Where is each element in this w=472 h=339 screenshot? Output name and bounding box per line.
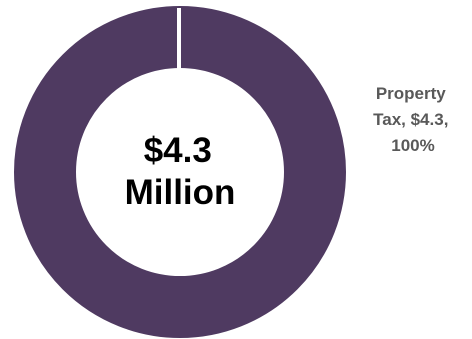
slice-label-line-2: Tax, $4.3, <box>373 110 448 129</box>
center-value: $4.3 <box>144 131 212 170</box>
slice-label-line-3: 100% <box>391 136 434 155</box>
slice-label-line-1: Property <box>376 84 446 103</box>
donut-slice-property-tax <box>45 37 315 307</box>
center-unit: Million <box>125 173 236 212</box>
center-label: $4.3 Million <box>125 131 236 212</box>
slice-data-label: Property Tax, $4.3, 100% <box>373 84 453 155</box>
donut-slices <box>45 37 315 307</box>
